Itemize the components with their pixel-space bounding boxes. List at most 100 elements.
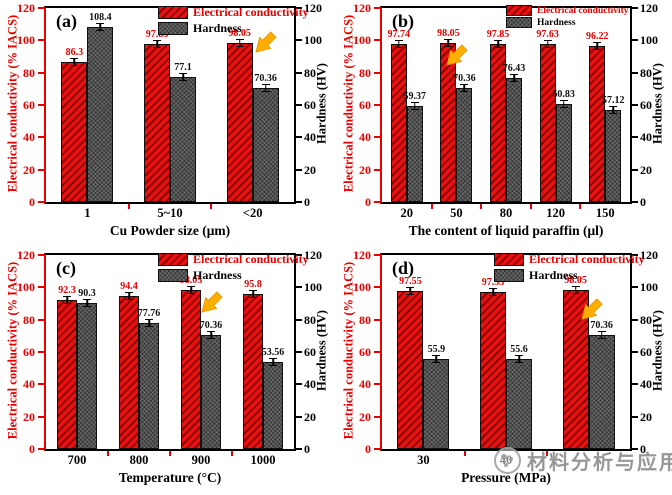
- y-axis-label-right: Hardness (HV): [650, 310, 665, 391]
- x-tick-label: <20: [242, 206, 263, 220]
- error-bar: [125, 292, 133, 301]
- legend-item-hardness: Hardness: [158, 268, 309, 283]
- error-bar: [489, 287, 497, 296]
- panel-letter: (d): [392, 258, 414, 278]
- y-tick-label-left: 60: [359, 345, 371, 359]
- bar-value-label: 70.36: [254, 73, 277, 85]
- y-tick-right: [296, 201, 302, 203]
- legend-label: Hardness: [193, 21, 242, 35]
- bar-value-label: 90.3: [78, 288, 96, 299]
- y-tick-left: [38, 168, 44, 171]
- y-tick-label-left: 40: [359, 377, 371, 392]
- legend-swatch-hardness-icon: [494, 269, 524, 282]
- y-tick-label-right: 20: [640, 409, 652, 424]
- bar-electrical-conductivity: [539, 44, 556, 202]
- axis-minor-tick: [463, 451, 466, 456]
- y-tick-label-left: 100: [17, 33, 35, 48]
- y-tick-left: [38, 383, 44, 386]
- legend-label: Electrical conductivity: [193, 5, 309, 19]
- bar-value-label: 76.43: [502, 63, 526, 75]
- y-tick-label-right: 120: [304, 248, 322, 262]
- y-tick-label-right: 80: [304, 65, 316, 80]
- y-tick-right: [632, 168, 638, 171]
- highlight-arrow-icon: [443, 35, 477, 69]
- y-tick-label-left: 0: [29, 195, 35, 209]
- x-tick-label: 30: [417, 453, 430, 467]
- legend-item-electrical-conductivity: Electrical conductivity: [158, 5, 309, 20]
- y-tick-left: [374, 168, 380, 171]
- legend-swatch-electrical-conductivity-icon: [158, 6, 188, 19]
- bar-hardness: [456, 88, 473, 202]
- y-tick-label-left: 120: [353, 1, 371, 15]
- y-tick-label-left: 0: [29, 442, 35, 456]
- axis-minor-tick: [529, 204, 532, 209]
- bar-hardness: [87, 26, 114, 202]
- bar-value-label: 53.56: [261, 347, 285, 359]
- error-bar: [394, 39, 403, 48]
- legend: Electrical conductivity Hardness: [158, 252, 309, 284]
- bar-value-label: 57.12: [601, 94, 625, 106]
- panel-c: 0 20 40 60 80 100 120 0 20 40 60 80 100 120 Electrical…: [0, 247, 336, 495]
- legend: Electrical conductivity Hardness: [158, 5, 309, 37]
- y-axis-label-right: Hardness (HV): [314, 63, 329, 144]
- y-tick-label-left: 60: [23, 345, 35, 359]
- y-tick-label-right: 100: [304, 33, 322, 48]
- bar-electrical-conductivity: [57, 299, 77, 449]
- y-tick-right: [296, 318, 302, 321]
- y-tick-left: [38, 7, 44, 9]
- axis-minor-tick: [231, 451, 233, 456]
- y-tick-label-left: 120: [353, 248, 371, 262]
- y-tick-label-left: 100: [353, 280, 371, 295]
- y-tick-right: [632, 104, 638, 106]
- y-tick-left: [38, 448, 44, 450]
- y-tick-right: [632, 7, 638, 9]
- y-tick-right: [632, 383, 638, 386]
- y-tick-label-right: 40: [640, 130, 652, 145]
- y-tick-left: [374, 415, 380, 418]
- y-axis-label-left: Electrical conductivity (% IACS): [341, 14, 356, 193]
- legend-item-hardness: Hardness: [506, 17, 629, 28]
- y-tick-right: [296, 104, 302, 106]
- bar-value-label: 108.4: [89, 11, 112, 23]
- y-tick-right: [296, 7, 302, 9]
- y-tick-left: [38, 71, 44, 74]
- x-tick-label: 20: [400, 206, 414, 220]
- y-tick-label-left: 60: [359, 98, 371, 112]
- y-tick-left: [374, 286, 380, 289]
- x-tick-label: 50: [450, 206, 463, 220]
- y-tick-left: [38, 201, 44, 203]
- bar-value-label: 77.76: [137, 308, 161, 320]
- y-tick-label-right: 120: [304, 1, 322, 15]
- legend-label: Hardness: [529, 268, 578, 282]
- y-tick-right: [296, 168, 302, 171]
- bar-value-label: 92.3: [58, 284, 76, 296]
- error-bar: [70, 58, 79, 67]
- x-tick-label: 5~10: [157, 206, 183, 220]
- y-tick-label-right: 60: [304, 345, 316, 359]
- legend-swatch-electrical-conductivity-icon: [494, 253, 524, 266]
- bar-hardness: [170, 77, 196, 202]
- bar-hardness: [139, 323, 159, 449]
- bar-value-label: 97.74: [387, 28, 411, 40]
- y-tick-left: [374, 39, 380, 42]
- watermark-logo-icon: [494, 447, 521, 474]
- y-tick-left: [38, 254, 44, 256]
- bar-hardness: [588, 335, 615, 449]
- y-tick-label-right: 100: [640, 33, 658, 48]
- x-tick-label: 800: [129, 453, 149, 467]
- bar-hardness: [252, 88, 279, 202]
- y-tick-label-right: 100: [304, 280, 322, 295]
- y-tick-label-right: 60: [304, 98, 316, 112]
- bar-hardness: [77, 303, 97, 449]
- bar-hardness: [605, 109, 622, 202]
- y-tick-left: [38, 286, 44, 289]
- y-tick-label-left: 0: [365, 442, 371, 456]
- bar-value-label: 94.4: [120, 281, 138, 293]
- y-tick-right: [296, 415, 302, 418]
- y-tick-right: [632, 351, 638, 353]
- error-bar: [410, 102, 419, 111]
- y-tick-label-right: 120: [640, 1, 658, 15]
- bar-hardness: [555, 103, 572, 202]
- y-tick-label-right: 100: [640, 280, 658, 295]
- bar-value-label: 70.36: [453, 73, 476, 85]
